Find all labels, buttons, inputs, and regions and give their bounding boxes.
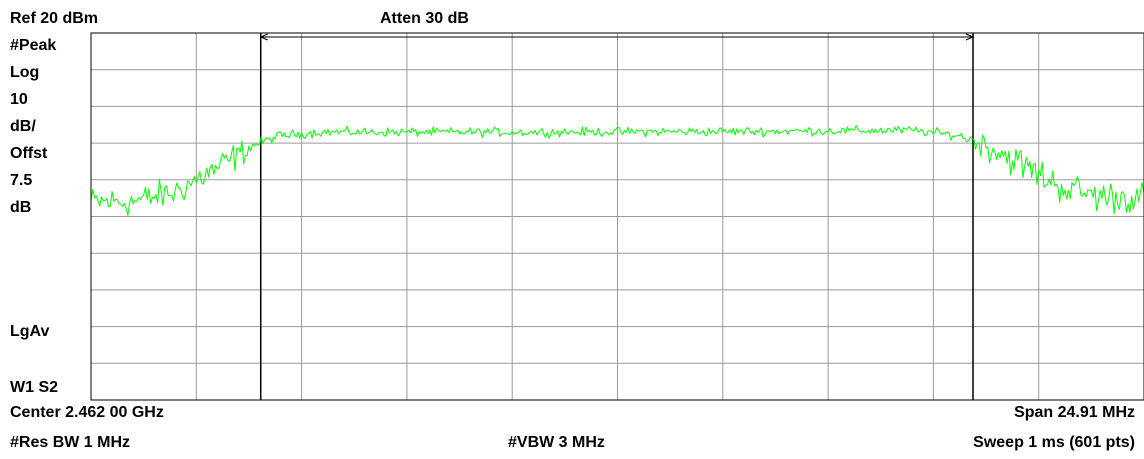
vbw-label: #VBW 3 MHz <box>508 434 605 451</box>
span-label: Span 24.91 MHz <box>1014 404 1135 421</box>
scale-value-label: 10 <box>10 91 28 108</box>
trace-line <box>90 124 1144 216</box>
trace-state-label: W1 S2 <box>10 379 59 396</box>
sweep-label: Sweep 1 ms (601 pts) <box>973 434 1135 451</box>
res-bw-label: #Res BW 1 MHz <box>10 434 131 451</box>
center-frequency-label: Center 2.462 00 GHz <box>10 404 164 421</box>
plot-grid <box>91 33 1144 400</box>
scale-type-label: Log <box>10 64 40 81</box>
trace-group <box>90 124 1144 216</box>
bracket-arrow-right <box>965 33 975 41</box>
plot-frame <box>90 32 1144 401</box>
atten-label: Atten 30 dB <box>380 10 469 27</box>
marker-lines <box>259 33 975 400</box>
detector-label: #Peak <box>10 37 57 54</box>
offset-unit-label: dB <box>10 199 32 216</box>
averaging-label: LgAv <box>10 323 50 340</box>
bracket-arrow-left <box>259 33 268 41</box>
scale-unit-label: dB/ <box>10 118 36 135</box>
offset-label: Offst <box>10 145 48 162</box>
ref-level-label: Ref 20 dBm <box>10 10 99 27</box>
offset-value-label: 7.5 <box>10 172 33 189</box>
